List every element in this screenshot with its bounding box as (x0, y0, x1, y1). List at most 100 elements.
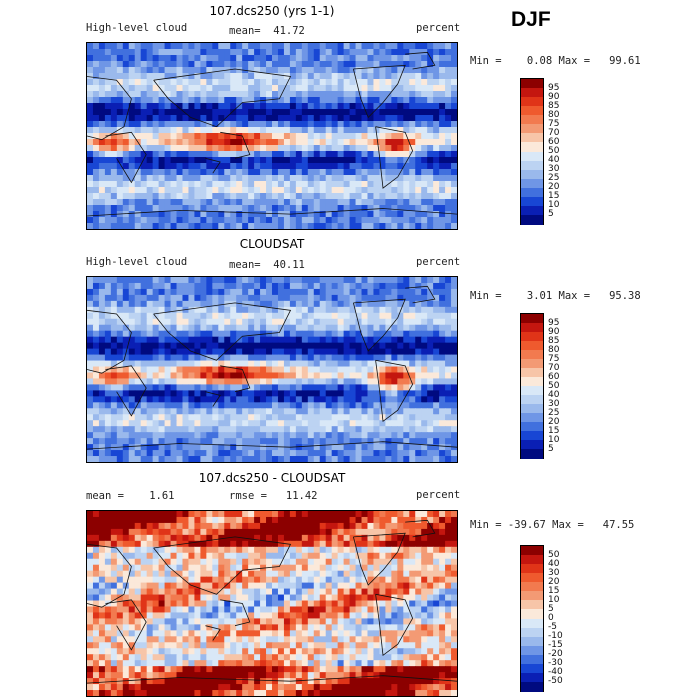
colorbar-swatch (521, 636, 543, 647)
colorbar-swatch (521, 404, 543, 414)
colorbar-label: 20 (548, 576, 560, 587)
panel-3-mean: mean = 1.61 (86, 490, 175, 502)
colorbar-swatch (521, 609, 543, 619)
colorbar-label: 40 (548, 558, 560, 569)
colorbar-swatch (521, 627, 543, 638)
colorbar-swatch (521, 618, 543, 629)
colorbar-label: 80 (548, 344, 560, 355)
colorbar-label: 0 (548, 613, 554, 623)
colorbar-label: 75 (548, 353, 560, 364)
panel-1-minmax: Min = 0.08 Max = 99.61 (470, 55, 641, 67)
colorbar-label: -20 (548, 649, 563, 660)
colorbar-label: 10 (548, 200, 560, 211)
colorbar-swatch (521, 413, 543, 423)
colorbar-swatch (521, 88, 543, 98)
colorbar-swatch (521, 323, 543, 333)
colorbar-label: 5 (548, 603, 554, 614)
panel-3-rmse: rmse = 11.42 (229, 490, 318, 502)
colorbar-swatch (521, 332, 543, 342)
colorbar-label: 30 (548, 398, 560, 409)
colorbar-swatch (521, 546, 543, 556)
colorbar-label: 75 (548, 118, 560, 129)
colorbar-swatch (521, 564, 543, 574)
panel-2-mean: mean= 40.11 (229, 259, 305, 271)
colorbar-label: 40 (548, 389, 560, 400)
map-canvas (87, 511, 457, 696)
colorbar-label: 15 (548, 425, 560, 436)
panel-3-colorbar: 50 40 30 20 15 10 5 0 -5 -10 -15 -20 -30 -40 -50 (520, 545, 563, 692)
panel-3-map (86, 510, 458, 697)
colorbar-swatch (521, 341, 543, 351)
colorbar-swatch (521, 187, 543, 198)
colorbar-swatch (521, 314, 543, 324)
colorbar-label: 85 (548, 100, 560, 111)
panel-2-minmax: Min = 3.01 Max = 95.38 (470, 290, 641, 302)
panel-1-units: percent (416, 22, 461, 34)
colorbar-label: 70 (548, 127, 560, 138)
colorbar-swatch (521, 582, 543, 592)
colorbar-swatch (521, 672, 543, 683)
colorbar-swatch (521, 377, 543, 387)
colorbar-swatch (521, 663, 543, 674)
colorbar-swatch (521, 115, 543, 125)
colorbar-label: 15 (548, 585, 560, 596)
colorbar-label: 90 (548, 326, 560, 337)
colorbar-swatch (521, 124, 543, 134)
colorbar-swatch (521, 555, 543, 565)
colorbar-swatch (521, 681, 543, 692)
panel-3-units: percent (416, 489, 461, 501)
colorbar-label: 40 (548, 155, 560, 166)
colorbar-swatch (521, 214, 543, 225)
season-label: DJF (511, 8, 551, 31)
colorbar-label: 60 (548, 136, 560, 147)
colorbar-label: 80 (548, 109, 560, 120)
colorbar-swatch (521, 350, 543, 360)
colorbar-swatch (521, 449, 543, 459)
panel-2-title: CLOUDSAT (239, 237, 305, 251)
colorbar-swatch (521, 169, 543, 180)
colorbar-label: 30 (548, 164, 560, 175)
colorbar-swatch (521, 79, 543, 89)
colorbar-swatch (521, 368, 543, 378)
colorbar-swatch (521, 142, 543, 152)
panel-1-colorbar: 95 90 85 80 75 70 60 50 40 30 25 20 15 10 5 (520, 78, 559, 225)
colorbar-label: 85 (548, 335, 560, 346)
colorbar-swatch (521, 97, 543, 107)
colorbar-swatch (521, 395, 543, 405)
colorbar-label: -5 (548, 622, 557, 633)
colorbar-swatch (521, 106, 543, 116)
colorbar-label: 50 (548, 380, 560, 391)
colorbar-label: -40 (548, 667, 563, 678)
panel-1-title: 107.dcs250 (yrs 1-1) (209, 4, 335, 18)
colorbar-label: 70 (548, 362, 560, 373)
colorbar-swatch (521, 645, 543, 656)
colorbar-label: -10 (548, 631, 563, 642)
colorbar-swatch (521, 160, 543, 171)
panel-1-mean: mean= 41.72 (229, 25, 305, 37)
map-canvas (87, 277, 457, 462)
colorbar-label: 50 (548, 549, 560, 560)
colorbar-swatch (521, 178, 543, 189)
colorbar-label: 50 (548, 146, 560, 156)
colorbar-swatch (521, 196, 543, 207)
panel-2-units: percent (416, 256, 461, 268)
colorbar-label: -15 (548, 640, 563, 651)
colorbar-swatch (521, 133, 543, 143)
panel-1-map (86, 42, 458, 230)
panel-3-minmax: Min = -39.67 Max = 47.55 (470, 519, 635, 531)
colorbar-swatch (521, 573, 543, 583)
colorbar-swatch (521, 359, 543, 369)
colorbar-label: -30 (548, 658, 563, 669)
colorbar-label: 15 (548, 191, 560, 202)
colorbar-swatch (521, 600, 543, 610)
panel-1-variable: High-level cloud (86, 22, 188, 34)
colorbar-swatch (521, 431, 543, 441)
colorbar-label: 60 (548, 371, 560, 382)
panel-2-variable: High-level cloud (86, 256, 188, 268)
colorbar-label: 25 (548, 407, 560, 418)
panel-3-title: 107.dcs250 - CLOUDSAT (198, 471, 346, 485)
colorbar-swatch (521, 151, 543, 162)
panel-2-colorbar: 95 90 85 80 75 70 60 50 40 30 25 20 15 10 5 (520, 313, 559, 459)
colorbar-swatch (521, 422, 543, 432)
colorbar-label: 5 (548, 209, 554, 220)
